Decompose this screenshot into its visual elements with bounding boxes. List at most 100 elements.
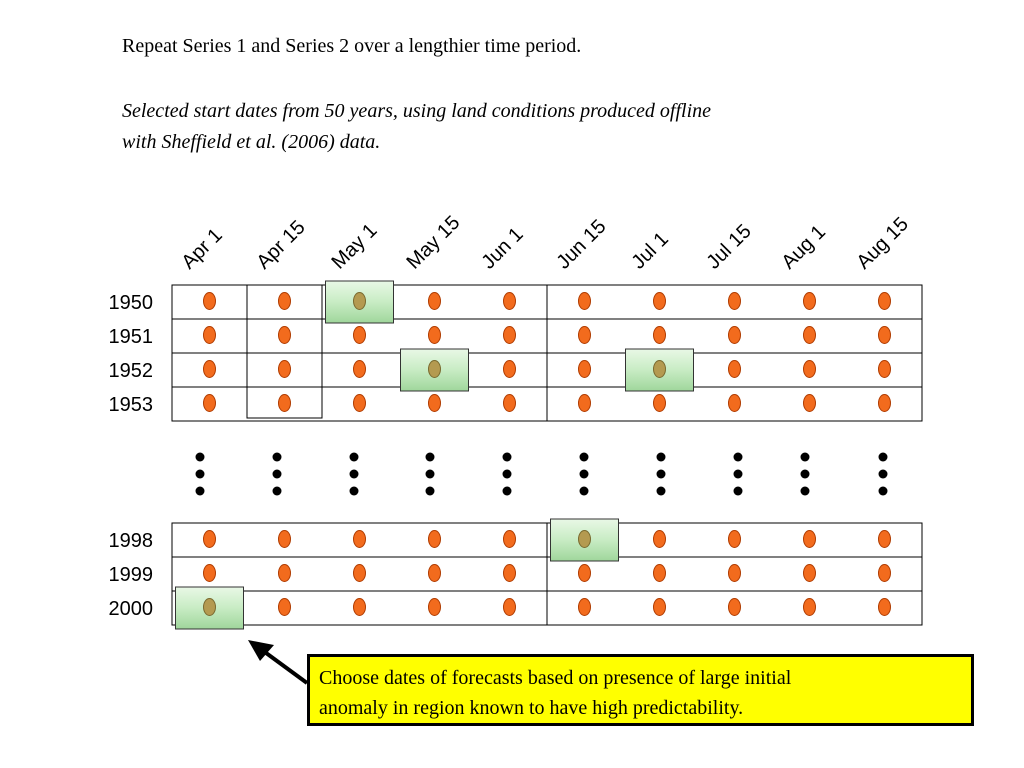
forecast-marker <box>503 360 516 378</box>
forecast-marker <box>653 292 666 310</box>
heading: Repeat Series 1 and Series 2 over a leng… <box>122 35 582 57</box>
ellipsis-dot <box>579 469 589 479</box>
ellipsis-dot <box>656 452 666 462</box>
ellipsis-dot <box>733 452 743 462</box>
forecast-marker <box>578 564 591 582</box>
selected-forecast-marker <box>203 598 216 616</box>
forecast-marker <box>278 394 291 412</box>
ellipsis-dot <box>800 486 810 496</box>
forecast-marker <box>878 394 891 412</box>
forecast-marker <box>353 360 366 378</box>
callout-note: Choose dates of forecasts based on prese… <box>307 654 974 726</box>
start-date-label: Apr 1 <box>177 224 226 273</box>
ellipsis-dot <box>579 486 589 496</box>
ellipsis-dot <box>878 486 888 496</box>
forecast-marker <box>203 292 216 310</box>
callout-line-1: Choose dates of forecasts based on prese… <box>319 667 792 689</box>
ellipsis-dot <box>800 469 810 479</box>
forecast-marker <box>203 530 216 548</box>
forecast-marker <box>353 394 366 412</box>
selected-forecast-marker <box>578 530 591 548</box>
forecast-marker <box>728 564 741 582</box>
ellipsis-dot <box>502 452 512 462</box>
apr15-bracket <box>246 284 323 419</box>
forecast-marker <box>278 360 291 378</box>
ellipsis-dot <box>195 452 205 462</box>
ellipsis-dot <box>349 469 359 479</box>
forecast-marker <box>503 394 516 412</box>
callout-arrow-head <box>248 640 274 661</box>
forecast-marker <box>353 598 366 616</box>
forecast-marker <box>203 394 216 412</box>
year-label: 1950 <box>109 292 154 314</box>
forecast-marker <box>428 530 441 548</box>
forecast-marker <box>578 598 591 616</box>
ellipsis-dot <box>656 486 666 496</box>
ellipsis-dot <box>272 486 282 496</box>
year-label: 1953 <box>109 394 154 416</box>
forecast-marker <box>653 564 666 582</box>
ellipsis-dot <box>349 486 359 496</box>
forecast-marker <box>728 530 741 548</box>
selected-forecast-marker <box>653 360 666 378</box>
callout-arrow-shaft <box>260 648 309 685</box>
forecast-marker <box>803 530 816 548</box>
callout-arrow <box>248 640 309 685</box>
forecast-marker <box>428 326 441 344</box>
forecast-marker <box>803 394 816 412</box>
forecast-marker <box>878 598 891 616</box>
start-date-label: Aug 15 <box>852 213 912 273</box>
ellipsis-dot <box>502 486 512 496</box>
year-label: 1952 <box>109 360 154 382</box>
subheading: Selected start dates from 50 years, usin… <box>122 96 922 158</box>
forecast-marker <box>878 326 891 344</box>
forecast-marker <box>578 326 591 344</box>
selected-forecast-marker <box>353 292 366 310</box>
forecast-marker <box>278 326 291 344</box>
forecast-marker <box>428 292 441 310</box>
year-label: 1998 <box>109 530 154 552</box>
forecast-marker <box>728 394 741 412</box>
ellipsis-dot <box>800 452 810 462</box>
forecast-marker <box>353 564 366 582</box>
forecast-marker <box>728 360 741 378</box>
forecast-marker <box>803 292 816 310</box>
forecast-marker <box>728 292 741 310</box>
selected-forecast-marker <box>428 360 441 378</box>
forecast-marker <box>353 326 366 344</box>
forecast-marker <box>353 530 366 548</box>
ellipsis-dot <box>272 452 282 462</box>
forecast-marker <box>203 564 216 582</box>
forecast-marker <box>803 598 816 616</box>
year-label: 1951 <box>109 326 154 348</box>
forecast-marker <box>878 360 891 378</box>
forecast-marker <box>878 292 891 310</box>
forecast-marker <box>578 394 591 412</box>
start-date-label: Apr 15 <box>252 216 309 273</box>
start-date-label: Jun 15 <box>552 216 610 274</box>
ellipsis-dot <box>733 469 743 479</box>
ellipsis-dot <box>425 469 435 479</box>
forecast-marker <box>428 598 441 616</box>
subheading-line-1: Selected start dates from 50 years, usin… <box>122 100 712 122</box>
ellipsis-dot <box>195 469 205 479</box>
forecast-marker <box>653 530 666 548</box>
callout-line-2: anomaly in region known to have high pre… <box>319 697 744 719</box>
forecast-marker <box>878 530 891 548</box>
start-date-label: Jul 15 <box>702 220 755 273</box>
ellipsis-dot <box>878 469 888 479</box>
forecast-marker <box>503 292 516 310</box>
start-date-label: Jun 1 <box>477 223 527 273</box>
ellipsis-dot <box>579 452 589 462</box>
forecast-marker <box>203 326 216 344</box>
year-label: 1999 <box>109 564 154 586</box>
ellipsis-dot <box>878 452 888 462</box>
start-date-label: May 15 <box>402 212 464 274</box>
start-date-label: May 1 <box>327 219 381 273</box>
ellipsis-dot <box>656 469 666 479</box>
ellipsis-dot <box>502 469 512 479</box>
forecast-marker <box>728 598 741 616</box>
subheading-line-2: with Sheffield et al. (2006) data. <box>122 131 381 153</box>
forecast-marker <box>503 530 516 548</box>
